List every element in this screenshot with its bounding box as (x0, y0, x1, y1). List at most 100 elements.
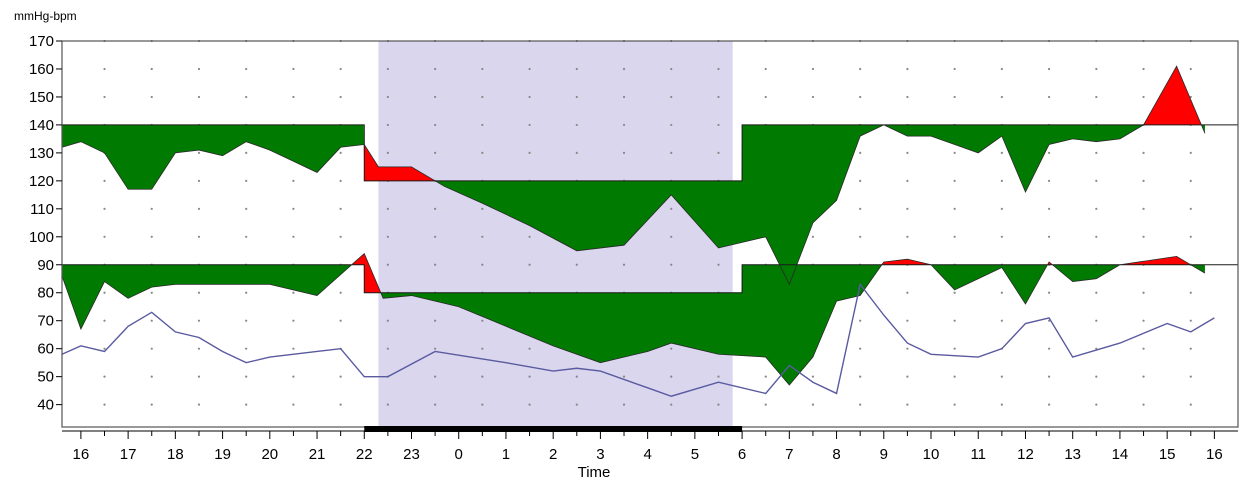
grid-dot (150, 347, 153, 350)
grid-dot (811, 67, 815, 71)
grid-dot (1189, 403, 1192, 406)
grid-dot (481, 347, 484, 350)
diastolic-above-area (1119, 256, 1191, 265)
grid-dot (1047, 207, 1051, 210)
grid-dot (1095, 291, 1098, 294)
grid-dot (670, 123, 673, 127)
grid-dot (245, 95, 248, 99)
grid-dot (528, 235, 531, 238)
grid-dot (197, 151, 201, 154)
grid-dot (622, 375, 626, 378)
x-tick-label: 11 (970, 446, 986, 463)
grid-dot (1047, 67, 1051, 71)
grid-dot (528, 347, 531, 350)
grid-dot (859, 95, 862, 99)
grid-dot (575, 263, 578, 266)
grid-dot (103, 347, 106, 350)
grid-dot (103, 95, 106, 99)
grid-dot (292, 207, 295, 210)
x-tick-label: 7 (785, 446, 793, 463)
grid-dot (1095, 319, 1098, 322)
grid-dot (292, 235, 295, 238)
grid-dot (670, 95, 673, 99)
grid-dot (1189, 151, 1192, 154)
grid-dot (1142, 375, 1145, 378)
grid-dot (717, 151, 720, 154)
grid-dot (1189, 319, 1192, 322)
y-tick-label: 130 (29, 145, 54, 162)
grid-dot (859, 151, 862, 154)
x-tick-label: 2 (549, 446, 557, 463)
grid-dot (434, 67, 437, 71)
grid-dot (386, 347, 389, 350)
grid-dot (434, 151, 437, 154)
x-tick-label: 9 (880, 446, 888, 463)
grid-dot (197, 347, 201, 350)
grid-dot (622, 403, 626, 406)
x-tick-label: 21 (309, 446, 326, 463)
grid-dot (197, 235, 201, 238)
grid-dot (670, 207, 673, 210)
grid-dot (575, 151, 578, 154)
grid-dot (434, 123, 437, 127)
grid-dot (245, 207, 248, 210)
grid-dot (197, 67, 201, 71)
grid-dot (1095, 67, 1098, 71)
grid-dot (528, 375, 531, 378)
grid-dot (622, 151, 626, 154)
grid-dot (292, 403, 295, 406)
grid-dot (386, 151, 389, 154)
grid-dot (859, 403, 862, 406)
grid-dot (670, 347, 673, 350)
grid-dot (906, 375, 909, 378)
grid-dot (717, 67, 720, 71)
sleep-period-bar (364, 426, 743, 432)
x-tick-label: 19 (214, 446, 231, 463)
grid-dot (339, 291, 342, 294)
grid-dot (245, 235, 248, 238)
grid-dot (1142, 403, 1145, 406)
grid-dot (906, 235, 909, 238)
grid-dot (670, 263, 673, 266)
grid-dot (906, 347, 909, 350)
grid-dot (481, 123, 484, 127)
y-tick-label: 50 (37, 369, 54, 386)
grid-dot (150, 403, 153, 406)
diastolic-below-area (931, 264, 1048, 304)
grid-dot (1000, 375, 1003, 378)
grid-dot (859, 67, 862, 71)
grid-dot (670, 235, 673, 238)
grid-dot (150, 67, 153, 71)
grid-dot (386, 319, 389, 322)
y-tick-label: 160 (29, 61, 54, 78)
grid-dot (528, 67, 531, 71)
grid-dot (575, 123, 578, 127)
grid-dot (811, 235, 815, 238)
grid-dot (481, 319, 484, 322)
grid-dot (906, 179, 909, 182)
x-tick-label: 6 (738, 446, 746, 463)
grid-dot (103, 291, 106, 294)
grid-dot (906, 151, 909, 154)
systolic-line (61, 65, 1206, 286)
diastolic-below-area (380, 264, 882, 386)
grid-dot (292, 319, 295, 322)
grid-dot (859, 347, 862, 350)
grid-dot (292, 95, 295, 99)
grid-dot (622, 95, 626, 99)
grid-dot (150, 95, 153, 99)
grid-dot (386, 207, 389, 210)
systolic-threshold-line (62, 124, 1238, 182)
y-tick-label: 110 (30, 201, 54, 218)
grid-dot (906, 291, 909, 294)
grid-dot (906, 67, 909, 71)
y-tick-label: 100 (29, 229, 54, 246)
grid-dot (528, 263, 531, 266)
grid-dot (386, 263, 389, 266)
x-tick-label: 14 (1112, 446, 1129, 463)
grid-dot (575, 375, 578, 378)
grid-dot (292, 375, 295, 378)
grid-dot (339, 375, 342, 378)
grid-dot (528, 403, 531, 406)
